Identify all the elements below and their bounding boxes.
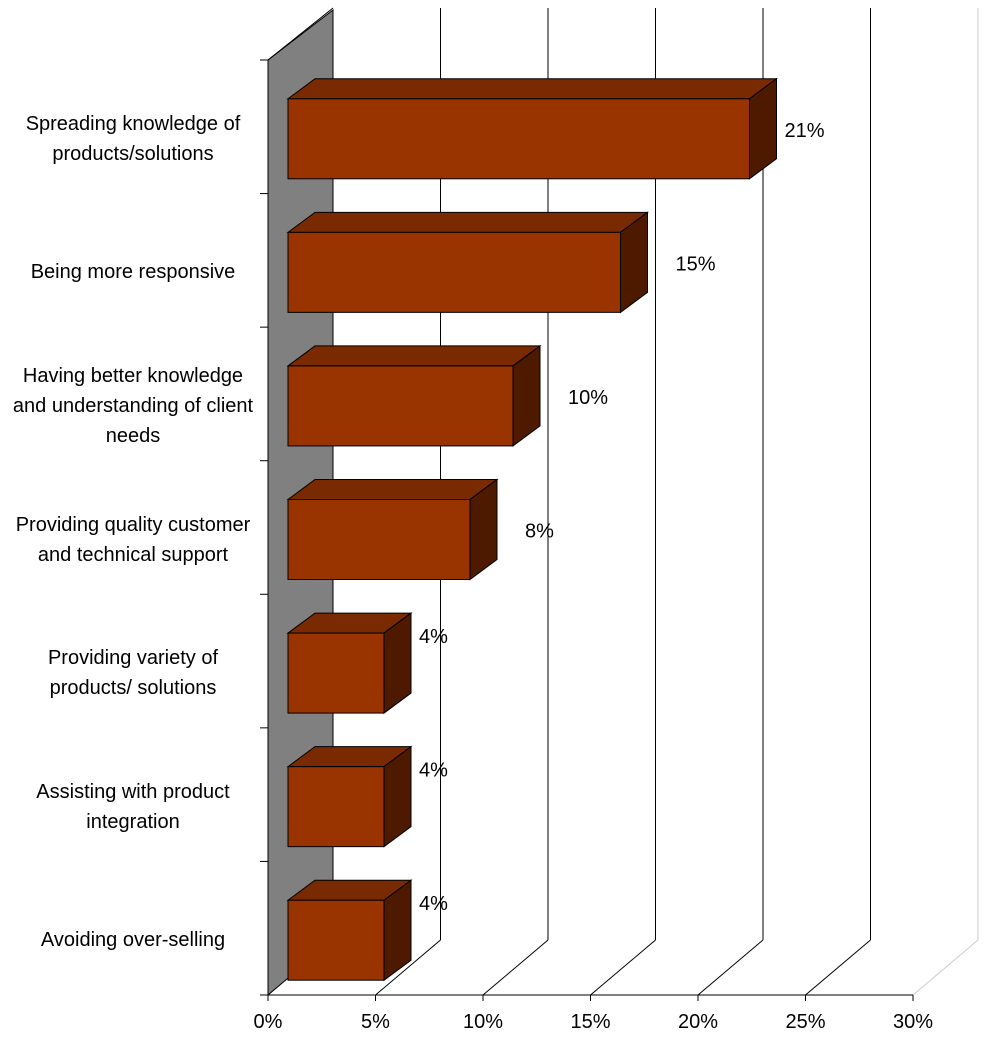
category-label: Providing variety of products/ solutions (47, 647, 219, 700)
bar (286, 77, 779, 180)
bar-front-face (287, 365, 514, 447)
wall-top-edge (267, 7, 334, 61)
bar (286, 612, 413, 715)
bar (286, 344, 542, 447)
data-label: 4% (419, 760, 448, 782)
bar-front-face (287, 899, 385, 981)
bar-front-face (287, 231, 621, 313)
gridline-floor (912, 939, 979, 996)
bar-front-face (287, 499, 471, 580)
gridline-floor (805, 939, 871, 996)
bar (286, 211, 650, 314)
bar (286, 879, 413, 982)
data-label: 10% (568, 387, 608, 409)
bar-front-face (287, 632, 385, 714)
bar-top-face (286, 479, 499, 500)
bar-front-face (287, 98, 750, 180)
x-tick-label: 25% (785, 1011, 825, 1033)
gridline-floor (482, 939, 549, 996)
data-label: 15% (676, 253, 716, 275)
category-label: Spreading knowledge of products/solution… (25, 112, 241, 165)
data-label: 4% (419, 893, 448, 915)
x-tick-label: 5% (361, 1011, 390, 1033)
gridline-floor (590, 939, 656, 996)
data-label: 4% (419, 626, 448, 648)
x-tick-label: 15% (570, 1011, 610, 1033)
category-label: Assisting with product integration (36, 780, 230, 833)
data-label: 21% (785, 120, 825, 142)
bar-top-face (286, 345, 542, 367)
x-tick-label: 30% (893, 1011, 933, 1033)
category-label: Being more responsive (30, 261, 236, 284)
category-label: Providing quality customer and technical… (15, 513, 251, 566)
gridline-floor (375, 939, 441, 996)
bar-top-face (286, 78, 779, 100)
x-tick-label: 10% (463, 1011, 503, 1033)
category-label: Avoiding over-selling (40, 929, 226, 952)
data-label: 8% (525, 521, 554, 543)
bar-front-face (287, 766, 385, 848)
bar (286, 745, 413, 848)
gridline-floor (697, 939, 764, 996)
x-tick-label: 20% (678, 1011, 718, 1033)
category-label: Having better knowledge and understandin… (12, 364, 254, 447)
bar (286, 478, 499, 581)
bar-top-face (286, 211, 650, 233)
x-tick-label: 0% (254, 1011, 283, 1033)
